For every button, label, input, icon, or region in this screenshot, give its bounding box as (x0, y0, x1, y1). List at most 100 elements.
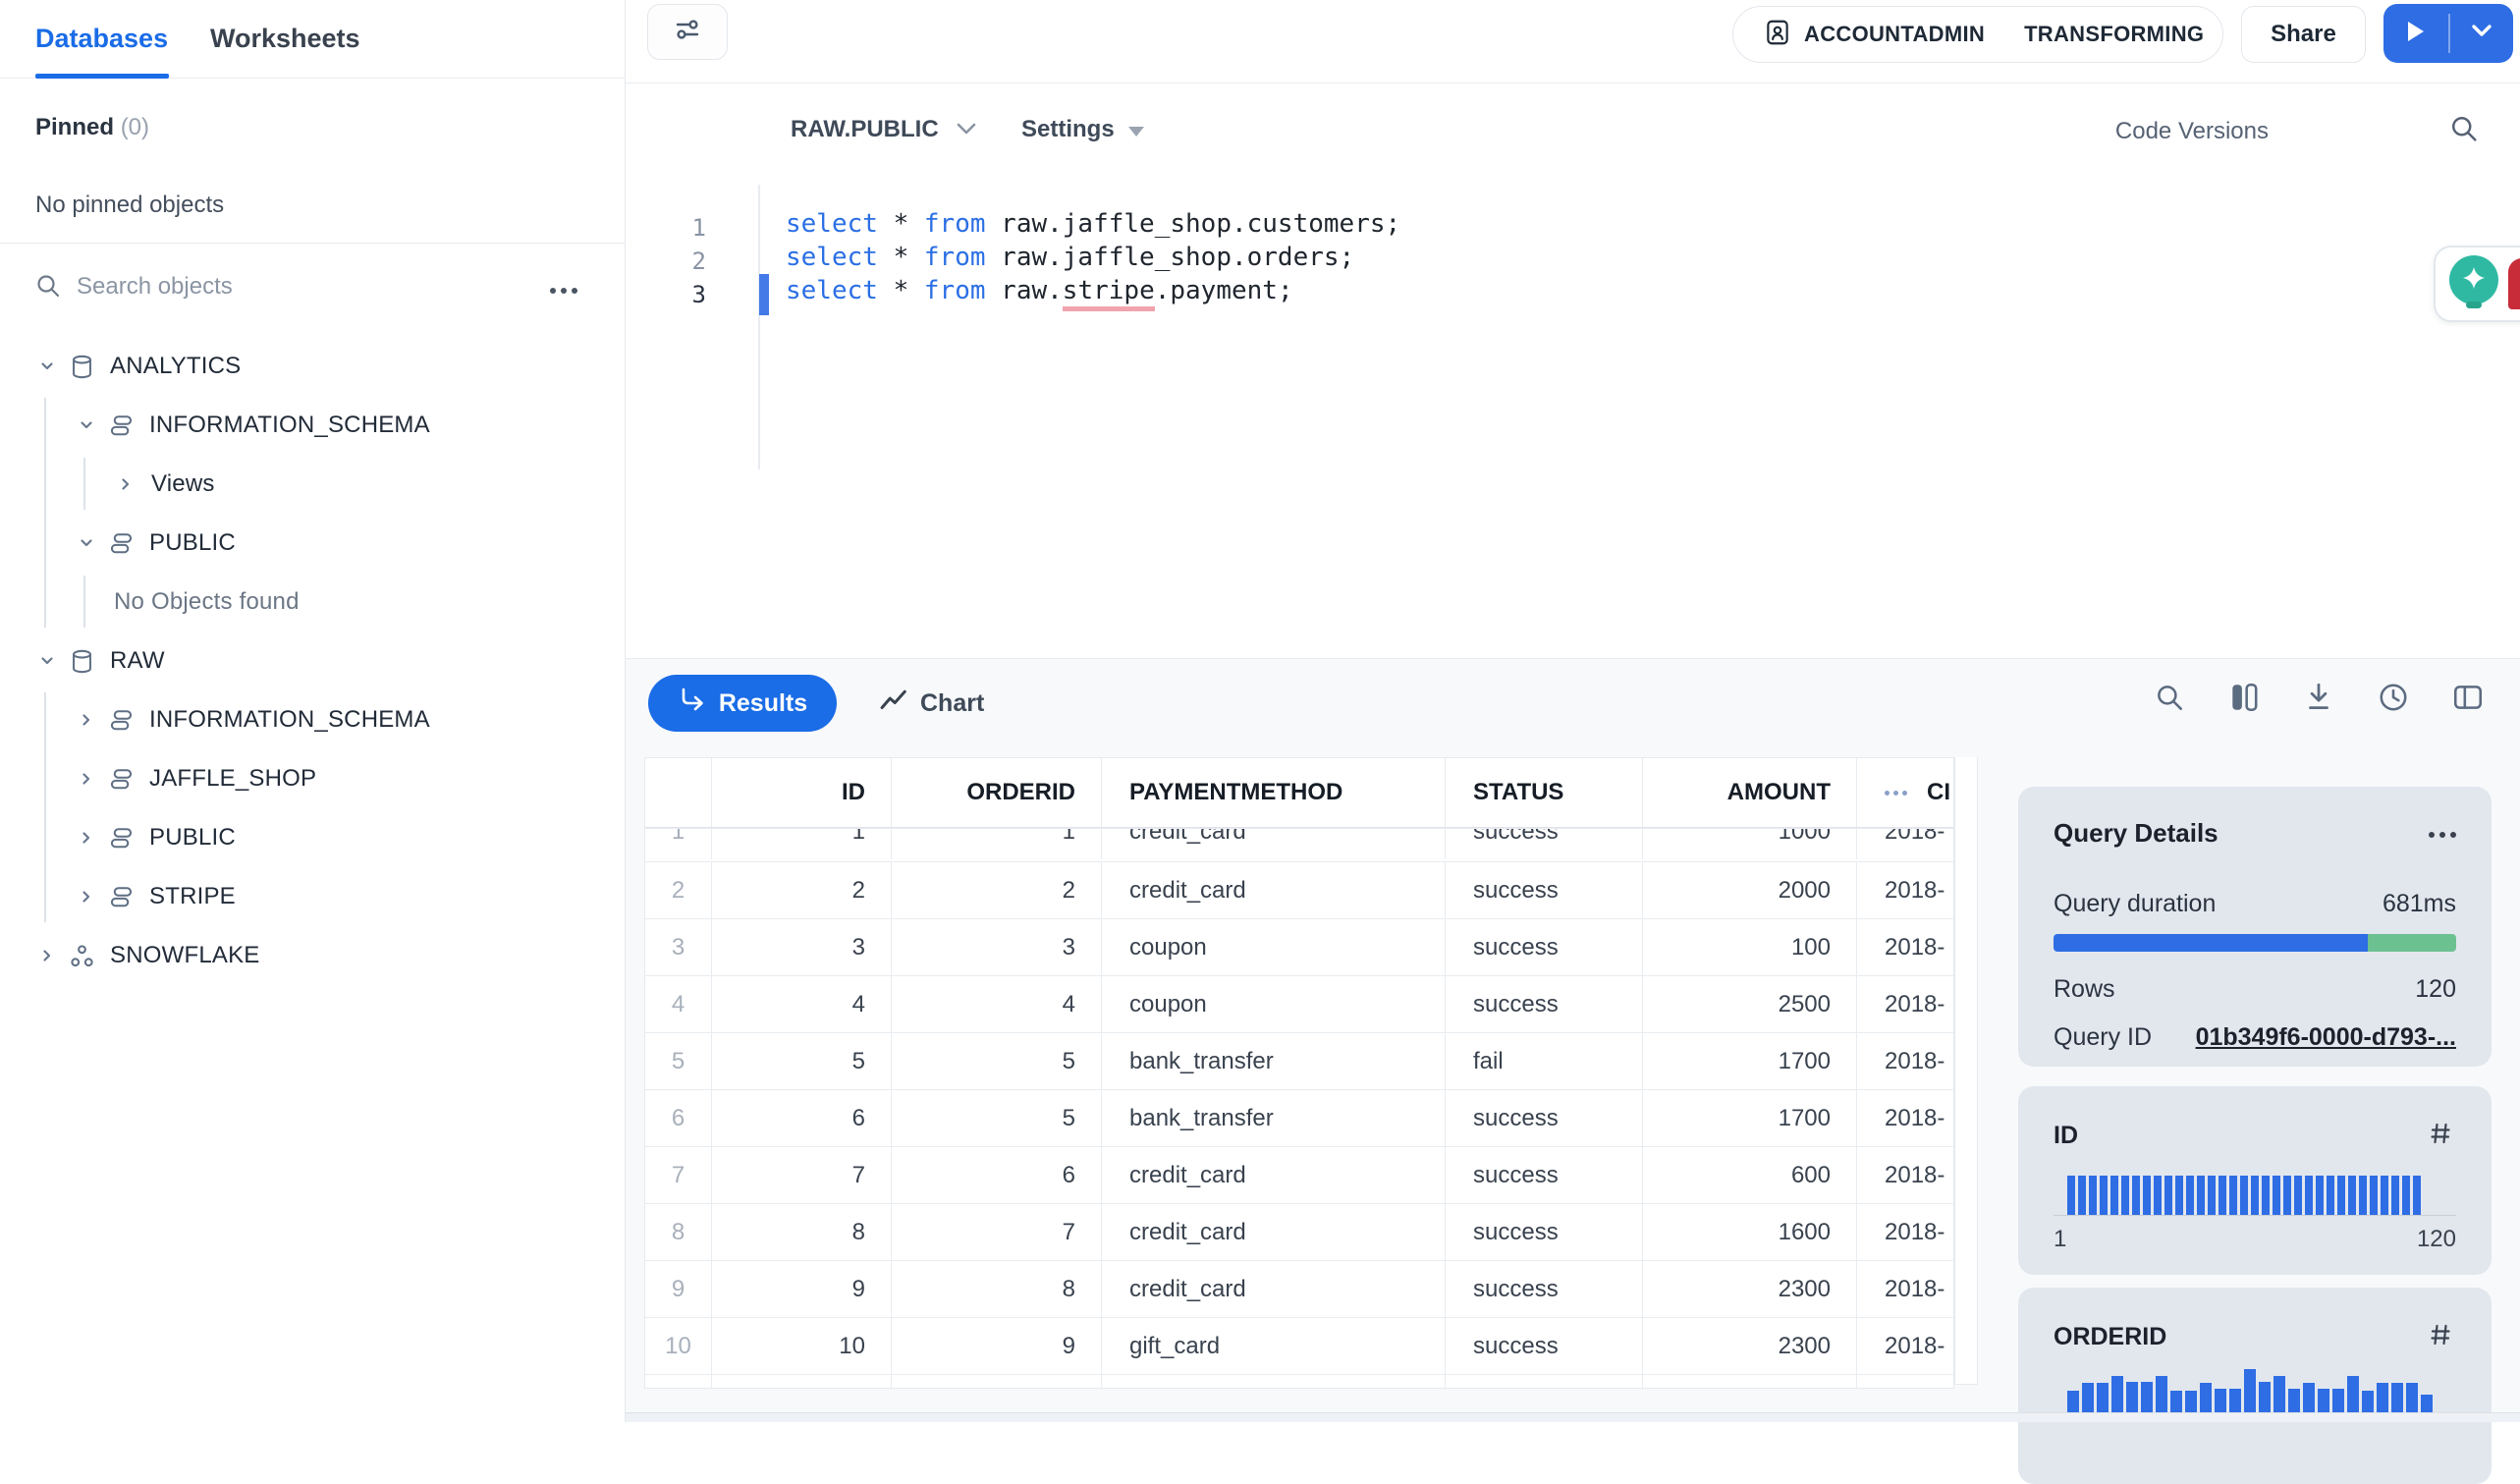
table-cell[interactable]: credit_card (1101, 862, 1445, 918)
table-cell[interactable]: 3 (891, 919, 1101, 975)
chevron-right-icon[interactable] (114, 474, 137, 494)
tab-results[interactable]: Results (648, 675, 837, 732)
table-cell[interactable]: 9 (711, 1261, 891, 1317)
context-selector-button[interactable]: ACCOUNTADMIN TRANSFORMING (1732, 6, 2223, 63)
table-cell[interactable]: 2018- (1856, 862, 1953, 918)
table-cell[interactable]: 1000 (1642, 829, 1856, 859)
table-cell[interactable]: success (1445, 1261, 1642, 1317)
chevron-right-icon[interactable] (75, 828, 98, 848)
columns-icon[interactable] (2227, 681, 2261, 714)
table-cell[interactable]: 2000 (1642, 862, 1856, 918)
table-cell[interactable]: 1700 (1642, 1033, 1856, 1089)
table-cell[interactable] (1445, 1375, 1642, 1388)
hash-icon[interactable] (2425, 1319, 2456, 1355)
tree-item-snowflake[interactable]: SNOWFLAKE (0, 926, 625, 985)
download-icon[interactable] (2302, 681, 2335, 714)
run-options-button[interactable] (2449, 4, 2513, 63)
editor-options-button[interactable] (647, 4, 728, 60)
column-header-status[interactable]: STATUS (1445, 758, 1642, 827)
table-cell[interactable]: success (1445, 1147, 1642, 1203)
table-cell[interactable]: credit_card (1101, 1204, 1445, 1260)
table-cell[interactable]: 3 (711, 919, 891, 975)
table-cell[interactable]: 5 (891, 1090, 1101, 1146)
table-cell[interactable]: 9 (891, 1318, 1101, 1374)
search-objects-input[interactable]: Search objects (0, 257, 625, 318)
table-cell[interactable]: success (1445, 862, 1642, 918)
table-cell[interactable]: success (1445, 1090, 1642, 1146)
table-cell[interactable]: success (1445, 1318, 1642, 1374)
table-cell[interactable] (1642, 1375, 1856, 1388)
table-cell[interactable] (891, 1375, 1101, 1388)
tree-item-raw[interactable]: RAW (0, 632, 625, 690)
table-cell[interactable] (1101, 1375, 1445, 1388)
table-cell[interactable]: bank_transfer (1101, 1090, 1445, 1146)
column-header-ci[interactable]: CI (1856, 758, 1953, 827)
table-cell[interactable]: 5 (711, 1033, 891, 1089)
table-cell[interactable]: fail (1445, 1033, 1642, 1089)
code-area[interactable]: select * from raw.jaffle_shop.customers;… (786, 207, 1400, 311)
hash-icon[interactable] (2425, 1118, 2456, 1154)
table-cell[interactable]: 1600 (1642, 1204, 1856, 1260)
run-button[interactable] (2383, 4, 2447, 63)
table-cell[interactable]: 600 (1642, 1147, 1856, 1203)
chevron-right-icon[interactable] (35, 946, 59, 965)
column-header-rownum[interactable] (645, 758, 711, 827)
share-button[interactable]: Share (2241, 6, 2366, 63)
chevron-down-icon[interactable] (75, 415, 98, 435)
tree-item-jaffle-shop[interactable]: JAFFLE_SHOP (0, 749, 625, 808)
table-cell[interactable]: success (1445, 976, 1642, 1032)
table-cell[interactable]: 2018- (1856, 1204, 1953, 1260)
tab-worksheets[interactable]: Worksheets (210, 24, 360, 53)
table-cell[interactable] (1856, 1375, 1953, 1388)
chevron-down-icon[interactable] (75, 533, 98, 553)
table-cell[interactable]: 1 (891, 829, 1101, 859)
editor-search-icon[interactable] (2447, 112, 2481, 150)
tree-item-analytics[interactable]: ANALYTICS (0, 337, 625, 396)
table-cell[interactable]: 5 (891, 1033, 1101, 1089)
table-cell[interactable]: success (1445, 829, 1642, 859)
table-cell[interactable]: 4 (711, 976, 891, 1032)
table-cell[interactable]: coupon (1101, 919, 1445, 975)
query-id-link[interactable]: 01b349f6-0000-d793-... (2195, 1023, 2456, 1051)
table-cell[interactable]: success (1445, 1204, 1642, 1260)
table-cell[interactable] (711, 1375, 891, 1388)
column-header-orderid[interactable]: ORDERID (891, 758, 1101, 827)
table-cell[interactable]: gift_card (1101, 1318, 1445, 1374)
code-versions-link[interactable]: Code Versions (2114, 118, 2269, 144)
tree-item-stripe[interactable]: STRIPE (0, 867, 625, 926)
search-results-icon[interactable] (2153, 681, 2186, 714)
chevron-down-icon[interactable] (35, 651, 59, 671)
tree-item-public[interactable]: PUBLIC (0, 514, 625, 573)
table-cell[interactable]: 100 (1642, 919, 1856, 975)
table-cell[interactable]: 2018- (1856, 919, 1953, 975)
tree-item-information-schema[interactable]: INFORMATION_SCHEMA (0, 396, 625, 455)
copilot-suggestion-pill[interactable]: 1 (2434, 246, 2520, 322)
table-cell[interactable]: 8 (891, 1261, 1101, 1317)
table-cell[interactable]: 7 (891, 1204, 1101, 1260)
tree-item-information-schema[interactable]: INFORMATION_SCHEMA (0, 690, 625, 749)
table-cell[interactable]: 6 (891, 1147, 1101, 1203)
table-cell[interactable]: 2018- (1856, 1090, 1953, 1146)
horizontal-scrollbar[interactable] (626, 1412, 2520, 1422)
table-cell[interactable]: 2300 (1642, 1318, 1856, 1374)
table-cell[interactable]: 2018- (1856, 829, 1953, 859)
table-cell[interactable]: 2018- (1856, 976, 1953, 1032)
sidebar-more-menu-icon[interactable] (545, 281, 577, 299)
table-cell[interactable]: 4 (891, 976, 1101, 1032)
table-cell[interactable]: 10 (711, 1318, 891, 1374)
table-cell[interactable]: credit_card (1101, 829, 1445, 859)
table-cell[interactable]: 6 (711, 1090, 891, 1146)
query-details-menu-icon[interactable] (2424, 825, 2456, 843)
table-cell[interactable]: bank_transfer (1101, 1033, 1445, 1089)
tree-item-public[interactable]: PUBLIC (0, 808, 625, 867)
chevron-right-icon[interactable] (75, 887, 98, 907)
table-cell[interactable]: 2 (711, 862, 891, 918)
chevron-down-icon[interactable] (35, 357, 59, 376)
column-header-id[interactable]: ID (711, 758, 891, 827)
chevron-right-icon[interactable] (75, 710, 98, 730)
table-cell[interactable]: 8 (711, 1204, 891, 1260)
tree-item-views[interactable]: Views (0, 455, 625, 514)
table-cell[interactable]: success (1445, 919, 1642, 975)
table-cell[interactable]: 2500 (1642, 976, 1856, 1032)
table-cell[interactable]: 2300 (1642, 1261, 1856, 1317)
